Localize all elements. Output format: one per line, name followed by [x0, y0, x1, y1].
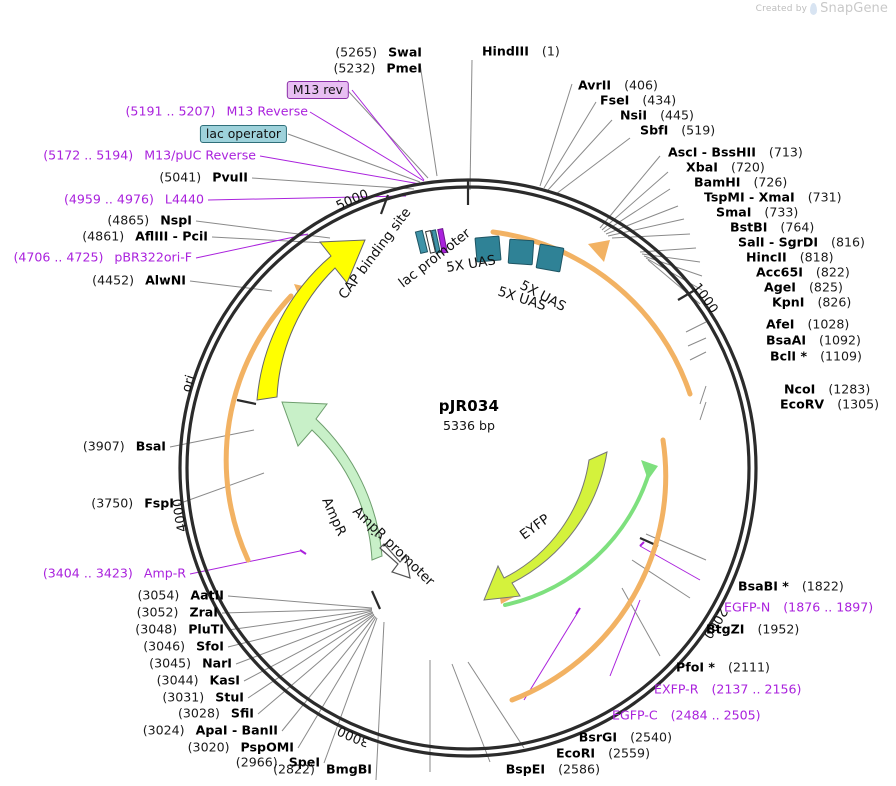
lac-operator-box [430, 229, 441, 254]
site-label-kasi[interactable]: (3044) KasI [156, 672, 240, 688]
eyfp-outline-arrowhead [641, 460, 658, 480]
site-label-kpni[interactable]: KpnI (826) [772, 294, 852, 310]
site-label-agei[interactable]: AgeI (825) [764, 279, 843, 295]
feature-label-ori: ori [179, 373, 198, 394]
ruler-ticks [236, 180, 696, 610]
site-label-bsai[interactable]: (3907) BsaI [82, 438, 166, 454]
feature-label-ampr: AmpR [318, 495, 349, 538]
feature-ampr-promoter-arrow [379, 543, 411, 579]
site-label-ecorv[interactable]: EcoRV (1305) [780, 396, 880, 412]
site-label-egfp-n[interactable]: EGFP-N (1876 .. 1897) [724, 599, 874, 615]
site-label-bstbi[interactable]: BstBI (764) [730, 219, 815, 235]
primer-ticks [299, 541, 645, 615]
site-label-alwni[interactable]: (4452) AlwNI [92, 272, 186, 288]
feature-label-uas-1: 5X UAS [445, 252, 497, 276]
site-label-bsabi[interactable]: BsaBI * (1822) [738, 578, 844, 594]
site-label-m13-puc-reverse[interactable]: (5172 .. 5194) M13/pUC Reverse [43, 147, 256, 163]
cap-binding-site-box [414, 229, 429, 255]
site-label-bsrgi[interactable]: BsrGI (2540) [578, 729, 672, 745]
site-label-zrai[interactable]: (3052) ZraI [136, 604, 218, 620]
site-label-apai-banii[interactable]: (3024) ApaI - BanII [142, 722, 278, 738]
site-label-stui[interactable]: (3031) StuI [162, 689, 244, 705]
watermark-created-by: Created by [755, 3, 808, 14]
feature-arc-orange-left [223, 293, 294, 563]
site-label-bcli[interactable]: BclI * (1109) [770, 348, 862, 364]
site-label-hincii[interactable]: HincII (818) [746, 249, 834, 265]
site-label-acc65i[interactable]: Acc65I (822) [756, 264, 850, 280]
site-label-fspi[interactable]: (3750) FspI [91, 495, 174, 511]
eyfp-outline-arc [503, 468, 652, 607]
site-label-spei[interactable]: (2966) SpeI [235, 754, 320, 770]
site-label-pspomi[interactable]: (3020) PspOMI [187, 739, 294, 755]
droplet-icon [810, 2, 818, 15]
site-label-ncoi[interactable]: NcoI (1283) [784, 381, 871, 397]
site-label-afei[interactable]: AfeI (1028) [766, 316, 850, 332]
site-label-sbfi[interactable]: SbfI (519) [640, 122, 716, 138]
site-label-fsei[interactable]: FseI (434) [600, 92, 677, 108]
site-label-tspmi-xmai[interactable]: TspMI - XmaI (731) [704, 189, 842, 205]
feature-arc-orange-lower [509, 437, 669, 703]
feature-label-ruler-3000: 3000 [335, 722, 372, 749]
feature-ori-arrow [256, 239, 366, 401]
site-label-bspei[interactable]: BspEI (2586) [505, 761, 600, 777]
site-label-pvuii[interactable]: (5041) PvuII [159, 169, 248, 185]
uas-box-3 [535, 243, 565, 273]
site-label-nsii[interactable]: NsiI (445) [620, 107, 694, 123]
primer-box-violet [437, 228, 448, 254]
site-label-xbai[interactable]: XbaI (720) [686, 159, 765, 175]
site-label-smai[interactable]: SmaI (733) [716, 204, 799, 220]
plasmid-title-block: pJR034 5336 bp [439, 397, 499, 433]
site-label-ecori[interactable]: EcoRI (2559) [555, 745, 650, 761]
feature-label-ampr-promoter: AmpR promoter [349, 503, 438, 589]
site-label-pbr322ori-f[interactable]: (4706 .. 4725) pBR322ori-F [13, 249, 192, 265]
snapgene-watermark: Created by SnapGene [756, 1, 888, 16]
feature-ampr-arrow [281, 401, 383, 561]
feature-label-eyfp: EYFP [517, 511, 553, 543]
site-label-m13-reverse[interactable]: (5191 .. 5207) M13 Reverse [125, 103, 308, 119]
site-label-amp-r[interactable]: (3404 .. 3423) Amp-R [42, 565, 186, 581]
site-label-pluti[interactable]: (3048) PluTI [135, 621, 224, 637]
orange-arrowhead-upper [588, 240, 610, 262]
plasmid-size: 5336 bp [442, 418, 496, 433]
feature-arc-orange-upper [490, 229, 693, 397]
site-label-avrii[interactable]: AvrII (406) [578, 77, 658, 93]
feature-eyfp-arrow [483, 451, 608, 601]
site-label-asci-bsshii[interactable]: AscI - BssHII (713) [668, 144, 803, 160]
site-label-aatii[interactable]: (3054) AatII [137, 587, 224, 603]
site-label-hindiii[interactable]: HindIII (1) [482, 43, 560, 59]
uas-box-2 [507, 238, 535, 266]
site-label-pfoi[interactable]: PfoI * (2111) [676, 659, 770, 675]
badge-lac-operator[interactable]: lac operator [199, 124, 287, 144]
site-label-pmei[interactable]: (5232) PmeI [333, 60, 423, 76]
site-label-nari[interactable]: (3045) NarI [149, 655, 232, 671]
site-label-bamhi[interactable]: BamHI (726) [694, 174, 788, 190]
site-label-btgzi[interactable]: BtgZI (1952) [706, 621, 800, 637]
watermark-brand: SnapGene [820, 1, 888, 16]
site-label-exfp-r[interactable]: EXFP-R (2137 .. 2156) [654, 681, 802, 697]
badge-m13-rev[interactable]: M13 rev [286, 80, 349, 100]
site-label-afliii-pcii[interactable]: (4861) AflIII - PciI [82, 228, 208, 244]
site-label-bmgbi[interactable]: (2822) BmgBI [273, 761, 372, 777]
site-label-sfii[interactable]: (3028) SfiI [178, 705, 254, 721]
site-label-nspi[interactable]: (4865) NspI [107, 212, 192, 228]
lac-promoter-box [424, 230, 436, 254]
site-label-egfp-c[interactable]: EGFP-C (2484 .. 2505) [612, 707, 761, 723]
ampr-segment-divider [370, 533, 382, 539]
uas-box-1 [474, 235, 502, 263]
site-label-swai[interactable]: (5265) SwaI [335, 44, 422, 60]
site-label-sali-sgrdi[interactable]: SalI - SgrDI (816) [738, 234, 865, 250]
feature-label-ruler-5000: 5000 [334, 187, 371, 214]
site-label-sfoi[interactable]: (3046) SfoI [143, 638, 224, 654]
feature-boxes [414, 228, 565, 273]
plasmid-name: pJR034 [438, 397, 500, 415]
site-label-bsaai[interactable]: BsaAI (1092) [766, 332, 861, 348]
site-label-l4440[interactable]: (4959 .. 4976) L4440 [63, 191, 204, 207]
feature-label-ruler-4000: 4000 [171, 498, 191, 534]
